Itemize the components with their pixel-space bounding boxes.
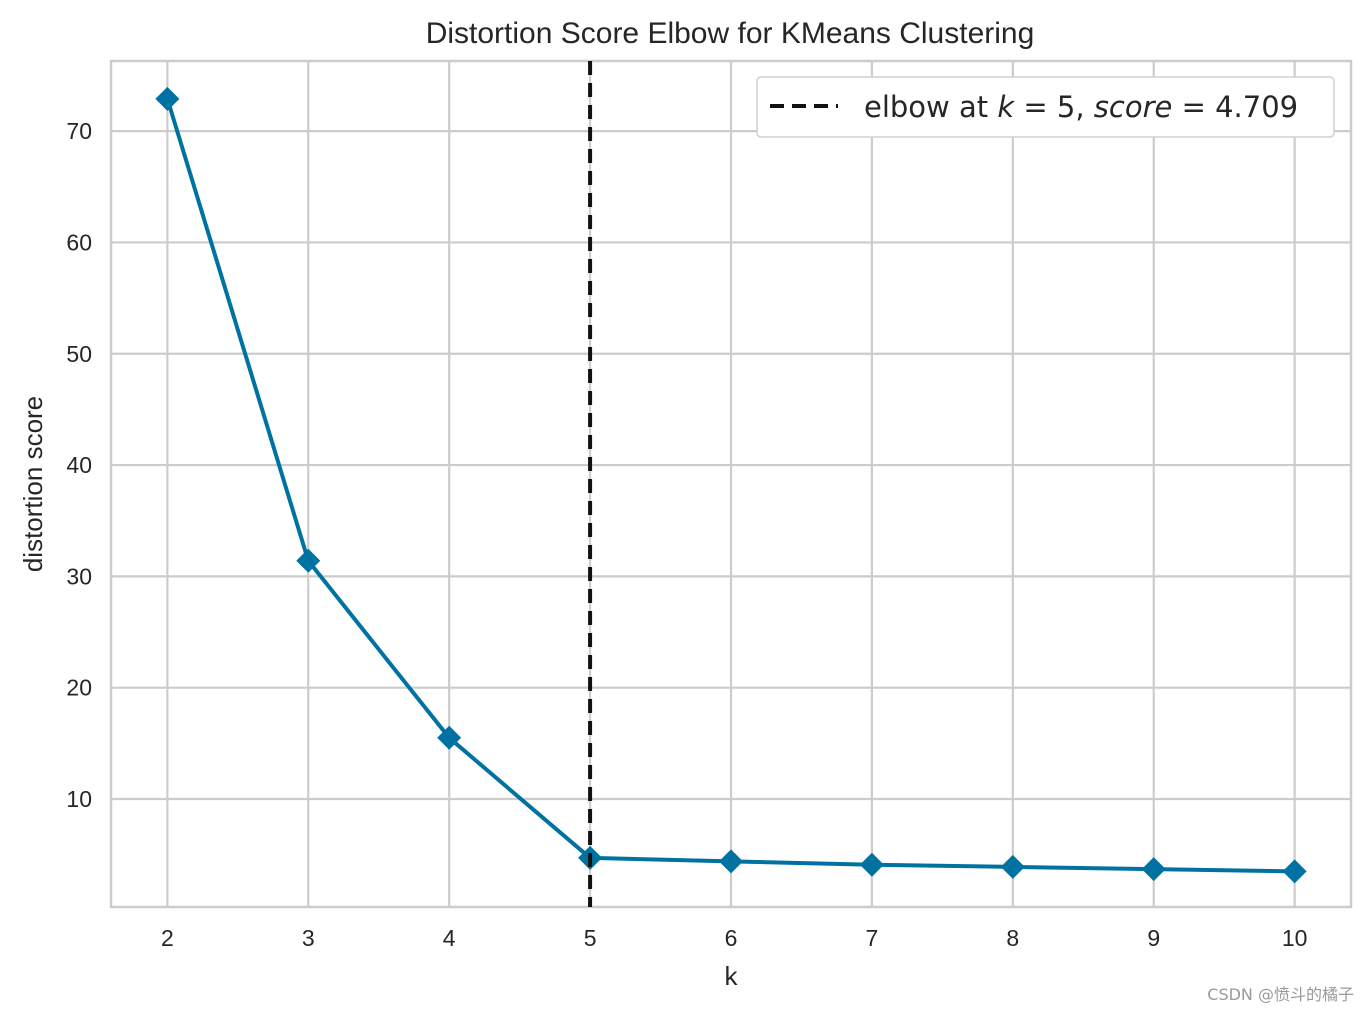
data-point xyxy=(1141,857,1166,882)
y-tick-label: 30 xyxy=(66,563,92,589)
watermark: CSDN @愤斗的橘子 xyxy=(1207,985,1354,1004)
x-tick-label: 7 xyxy=(866,925,879,951)
x-tick-label: 5 xyxy=(584,925,597,951)
series xyxy=(155,86,1307,884)
y-tick-label: 50 xyxy=(66,341,92,367)
y-axis-label: distortion score xyxy=(18,396,48,572)
legend-box xyxy=(756,76,1335,138)
x-tick-labels: 2 3 4 5 6 7 8 9 10 xyxy=(161,925,1307,951)
y-tick-labels: 10 20 30 40 50 60 70 xyxy=(66,118,92,812)
legend-k-value: 5 xyxy=(1057,90,1075,124)
data-point xyxy=(1282,859,1307,884)
chart-title: Distortion Score Elbow for KMeans Cluste… xyxy=(426,17,1035,50)
x-tick-label: 8 xyxy=(1006,925,1019,951)
legend-label: elbow at k = 5, score = 4.709 xyxy=(864,90,1298,124)
x-tick-label: 3 xyxy=(302,925,315,951)
x-tick-label: 2 xyxy=(161,925,174,951)
legend: elbow at k = 5, score = 4.709 xyxy=(756,76,1335,138)
legend-equals-2: = xyxy=(1172,90,1215,124)
x-tick-label: 6 xyxy=(725,925,738,951)
y-tick-label: 20 xyxy=(66,675,92,701)
data-point xyxy=(719,849,743,874)
legend-score-symbol: score xyxy=(1094,90,1173,124)
x-tick-label: 4 xyxy=(443,925,456,951)
y-tick-label: 70 xyxy=(66,118,92,144)
x-tick-label: 10 xyxy=(1282,925,1308,951)
plot-frame xyxy=(109,59,1353,909)
data-point xyxy=(1000,854,1025,879)
y-tick-label: 60 xyxy=(66,229,92,255)
x-tick-label: 9 xyxy=(1147,925,1160,951)
legend-k-symbol: k xyxy=(997,90,1015,124)
legend-prefix: elbow at xyxy=(864,90,997,124)
legend-score-value: 4.709 xyxy=(1215,90,1298,124)
y-tick-label: 40 xyxy=(66,452,92,478)
data-point xyxy=(859,852,884,877)
data-point xyxy=(437,725,462,750)
legend-comma: , xyxy=(1075,90,1093,124)
x-axis-label: k xyxy=(725,961,739,991)
y-tick-label: 10 xyxy=(66,786,92,812)
grid xyxy=(111,61,1351,907)
legend-equals-1: = xyxy=(1014,90,1057,124)
data-point xyxy=(296,548,321,573)
data-point xyxy=(155,86,180,111)
